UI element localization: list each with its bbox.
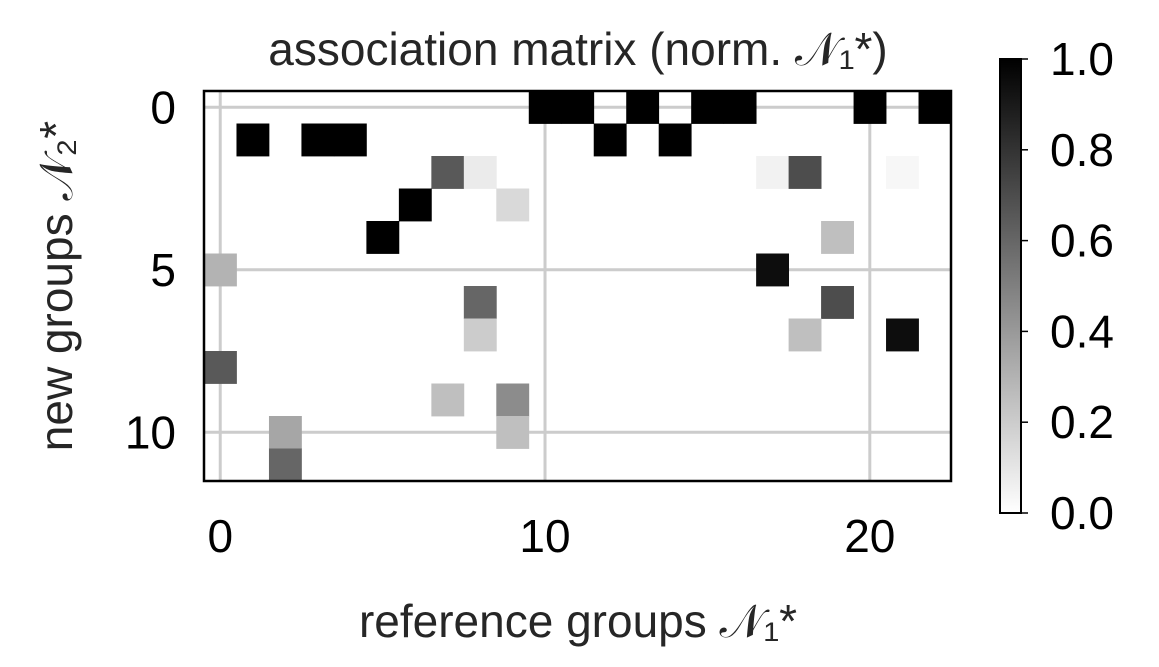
colorbar-tick-label-3: 0.6 bbox=[1050, 215, 1114, 267]
heatmap-cell-r8-c0 bbox=[204, 351, 237, 384]
heatmap-cells bbox=[204, 91, 952, 482]
heatmap-cell-r0-c16 bbox=[723, 91, 757, 124]
colorbar-tick-labels: 0.0 0.2 0.4 0.6 0.8 1.0 bbox=[1021, 33, 1114, 539]
y-axis-label: new groups 𝒩₂* bbox=[30, 121, 82, 452]
heatmap-cell-r6-c8 bbox=[463, 286, 497, 319]
heatmap-cell-r1-c4 bbox=[333, 123, 367, 157]
heatmap-cell-r4-c19 bbox=[821, 221, 854, 254]
colorbar-tick-label-1: 0.2 bbox=[1050, 396, 1114, 448]
heatmap-cell-r2-c18 bbox=[788, 156, 822, 189]
heatmap-cell-r2-c21 bbox=[886, 156, 919, 189]
heatmap-cell-r6-c19 bbox=[821, 286, 854, 319]
colorbar-tick-label-5: 1.0 bbox=[1050, 33, 1114, 85]
heatmap-cell-r9-c7 bbox=[431, 383, 465, 417]
heatmap-cell-r1-c14 bbox=[658, 123, 692, 157]
heatmap-cell-r2-c8 bbox=[463, 156, 497, 189]
y-tick-label-10: 10 bbox=[125, 406, 176, 458]
heatmap-cell-r10-c9 bbox=[496, 416, 530, 449]
heatmap-cell-r1-c3 bbox=[301, 123, 335, 157]
heatmap-cell-r5-c17 bbox=[756, 253, 790, 287]
chart-title-text: association matrix (norm. 𝒩₁*) bbox=[268, 23, 887, 75]
x-tick-label-10: 10 bbox=[519, 510, 570, 562]
heatmap-cell-r5-c0 bbox=[204, 253, 237, 287]
y-tick-label-5: 5 bbox=[150, 244, 176, 296]
heatmap-cell-r3-c6 bbox=[398, 188, 432, 222]
heatmap-cell-r4-c5 bbox=[366, 221, 400, 254]
x-tick-label-0: 0 bbox=[207, 510, 233, 562]
heatmap-cell-r7-c8 bbox=[463, 318, 497, 352]
heatmap-cell-r0-c15 bbox=[691, 91, 725, 124]
x-axis-label: reference groups 𝒩₁* bbox=[359, 595, 797, 647]
heatmap-cell-r10-c2 bbox=[268, 416, 302, 449]
y-tick-labels: 0 5 10 bbox=[125, 81, 176, 458]
heatmap-cell-r0-c11 bbox=[561, 91, 595, 124]
heatmap-cell-r7-c18 bbox=[788, 318, 822, 352]
heatmap-cell-r3-c9 bbox=[496, 188, 530, 222]
heatmap-cell-r0-c13 bbox=[626, 91, 660, 124]
heatmap-cell-r1-c12 bbox=[593, 123, 627, 157]
chart-title: association matrix (norm. 𝒩₁*) bbox=[268, 23, 887, 75]
colorbar-tick-label-4: 0.8 bbox=[1050, 124, 1114, 176]
x-axis-label-text: reference groups 𝒩₁* bbox=[359, 595, 797, 647]
heatmap-cell-r2-c7 bbox=[431, 156, 465, 189]
y-tick-label-0: 0 bbox=[150, 81, 176, 133]
colorbar-tick-label-2: 0.4 bbox=[1050, 305, 1114, 357]
x-tick-labels: 0 10 20 bbox=[207, 510, 895, 562]
heatmap-cell-r1-c1 bbox=[236, 123, 270, 157]
colorbar-tick-label-0: 0.0 bbox=[1050, 487, 1114, 539]
heatmap-cell-r2-c17 bbox=[756, 156, 790, 189]
x-tick-label-20: 20 bbox=[844, 510, 895, 562]
heatmap-cell-r7-c21 bbox=[886, 318, 919, 352]
y-axis-label-text: new groups 𝒩₂* bbox=[30, 121, 82, 452]
heatmap-cell-r11-c2 bbox=[268, 448, 302, 482]
heatmap-cell-r0-c22 bbox=[918, 91, 952, 124]
heatmap-cell-r0-c10 bbox=[528, 91, 562, 124]
plot-frame bbox=[202, 89, 953, 483]
heatmap-cell-r0-c20 bbox=[853, 91, 887, 124]
heatmap-cell-r9-c9 bbox=[496, 383, 530, 417]
colorbar bbox=[999, 58, 1022, 514]
